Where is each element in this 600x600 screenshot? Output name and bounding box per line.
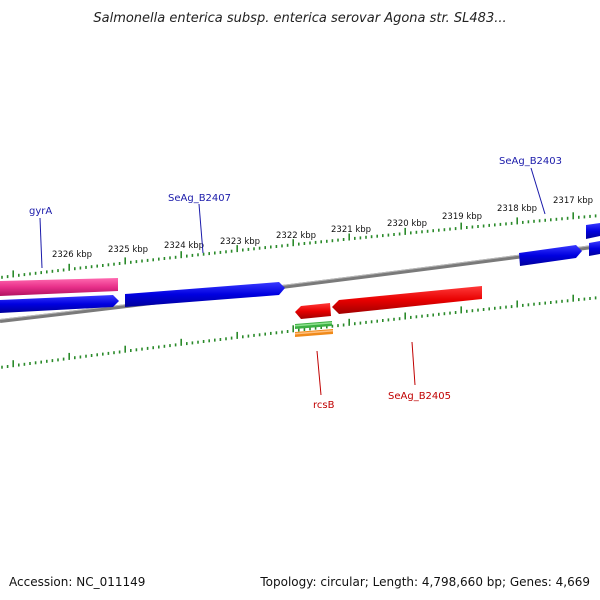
gene-label-SeAg_B2405[interactable]: SeAg_B2405 bbox=[388, 391, 451, 402]
gene-SeAg_B2403[interactable] bbox=[519, 245, 582, 266]
gene-SeAg_B2405[interactable] bbox=[332, 286, 482, 314]
gene-forward-1[interactable] bbox=[0, 295, 119, 313]
kbp-label: 2325 kbp bbox=[108, 245, 148, 255]
accession-label: Accession: NC_011149 bbox=[9, 575, 145, 589]
gene-label-rcsB[interactable]: rcsB bbox=[313, 400, 335, 411]
kbp-label: 2317 kbp bbox=[553, 196, 593, 206]
kbp-label: 2326 kbp bbox=[52, 250, 92, 260]
kbp-labels: 2326 kbp 2325 kbp 2324 kbp 2323 kbp 2322… bbox=[52, 196, 593, 260]
gene-gyrA[interactable] bbox=[0, 278, 118, 296]
gene-forward-right-2[interactable] bbox=[589, 241, 600, 256]
kbp-label: 2322 kbp bbox=[276, 231, 316, 241]
map-title: Salmonella enterica subsp. enterica sero… bbox=[93, 11, 506, 26]
gene-label-gyrA[interactable]: gyrA bbox=[29, 206, 52, 217]
gene-label-SeAg_B2407[interactable]: SeAg_B2407 bbox=[168, 193, 231, 204]
kbp-label: 2319 kbp bbox=[442, 212, 482, 222]
kbp-label: 2318 kbp bbox=[497, 204, 537, 214]
feature-stack bbox=[295, 321, 333, 337]
kbp-label: 2320 kbp bbox=[387, 219, 427, 229]
gene-forward-right-1[interactable] bbox=[586, 223, 600, 239]
kbp-label: 2324 kbp bbox=[164, 241, 204, 251]
kbp-label: 2321 kbp bbox=[331, 225, 371, 235]
gene-label-SeAg_B2403[interactable]: SeAg_B2403 bbox=[499, 156, 562, 167]
ruler-bottom bbox=[1, 294, 597, 369]
ruler-top bbox=[1, 212, 597, 279]
gene-SeAg_B2407[interactable] bbox=[125, 282, 285, 307]
topology-label: Topology: circular; Length: 4,798,660 bp… bbox=[259, 575, 590, 589]
kbp-label: 2323 kbp bbox=[220, 237, 260, 247]
gene-rcsB[interactable] bbox=[295, 303, 331, 319]
gene-leaders bbox=[39, 167, 546, 396]
genome-backbone bbox=[0, 244, 600, 323]
